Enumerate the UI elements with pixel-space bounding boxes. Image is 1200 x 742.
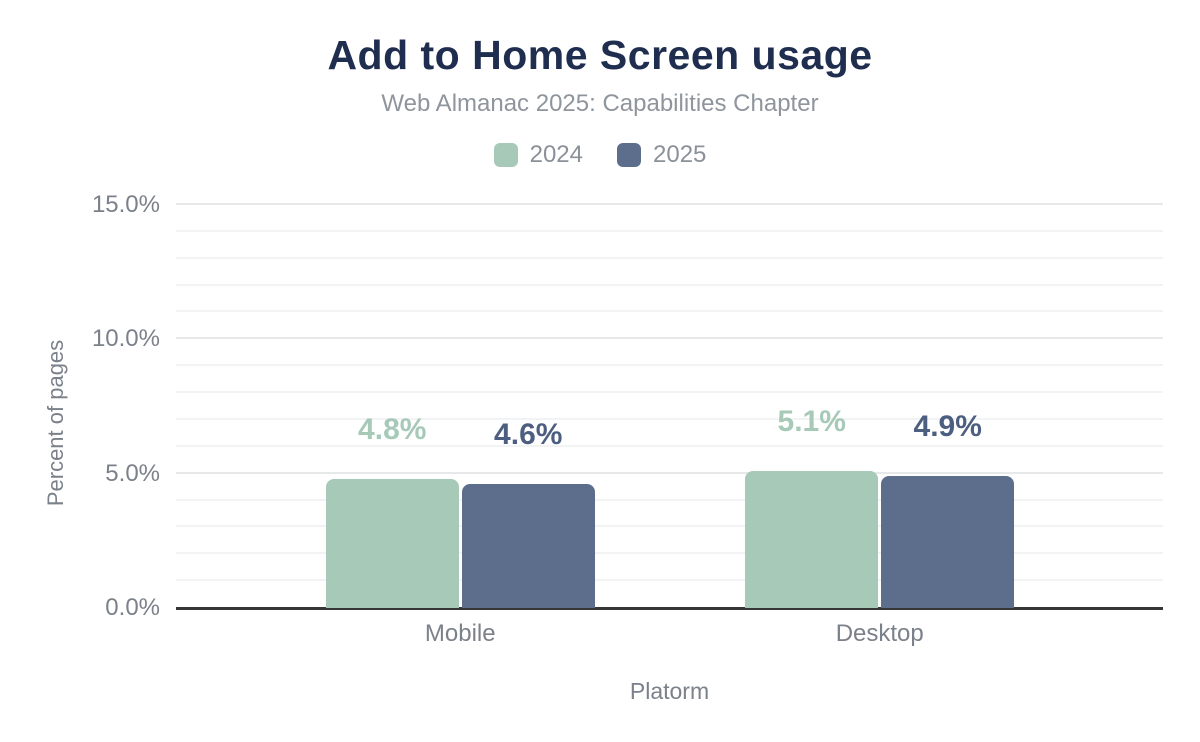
major-gridline	[176, 471, 1163, 474]
legend-item-2025[interactable]: 2025	[617, 141, 706, 169]
minor-gridline	[176, 229, 1163, 232]
major-gridline	[176, 337, 1163, 340]
y-tick-label: 15.0%	[91, 191, 160, 218]
x-axis-title: Platorm	[629, 678, 710, 704]
category-label-mobile: Mobile	[424, 620, 496, 647]
legend: 2024 2025	[0, 140, 1200, 170]
bar-2024-desktop[interactable]	[745, 470, 879, 608]
y-tick-label: 5.0%	[105, 459, 160, 487]
minor-gridline	[176, 498, 1163, 501]
minor-gridline	[176, 444, 1163, 447]
bar-value-label: 4.9%	[913, 410, 982, 444]
minor-gridline	[176, 579, 1163, 582]
bar-2024-mobile[interactable]	[325, 479, 459, 608]
minor-gridline	[176, 256, 1163, 259]
minor-gridline	[176, 310, 1163, 313]
category-label-desktop: Desktop	[835, 620, 924, 647]
chart-subtitle: Web Almanac 2025: Capabilities Chapter	[381, 90, 819, 117]
major-gridline	[176, 203, 1163, 205]
bar-value-label: 4.8%	[358, 413, 427, 447]
y-tick-label: 0.0%	[105, 594, 160, 621]
bar-value-label: 4.6%	[494, 418, 563, 452]
minor-gridline	[176, 417, 1163, 420]
legend-item-label: 2024	[529, 141, 583, 168]
y-tick-label: 10.0%	[91, 325, 160, 353]
legend-swatch-icon	[493, 143, 518, 167]
bar-2025-desktop[interactable]	[881, 476, 1015, 608]
plot-area: 4.8% 4.6% 5.1% 4.9%	[176, 203, 1163, 610]
minor-gridline	[176, 552, 1163, 555]
minor-gridline	[176, 364, 1163, 367]
legend-item-label: 2025	[653, 141, 707, 168]
x-axis-line	[176, 607, 1163, 610]
minor-gridline	[176, 283, 1163, 286]
chart-title: Add to Home Screen usage	[327, 32, 873, 78]
legend-swatch-icon	[617, 143, 641, 167]
bar-value-label: 5.1%	[777, 404, 846, 438]
minor-gridline	[176, 391, 1163, 394]
minor-gridline	[176, 525, 1163, 528]
bar-2025-mobile[interactable]	[461, 484, 595, 608]
legend-item-2024[interactable]: 2024	[493, 141, 583, 169]
x-category-labels: Mobile Desktop	[176, 620, 1163, 650]
y-axis-tick-labels: 0.0% 5.0% 10.0% 15.0%	[0, 193, 160, 620]
